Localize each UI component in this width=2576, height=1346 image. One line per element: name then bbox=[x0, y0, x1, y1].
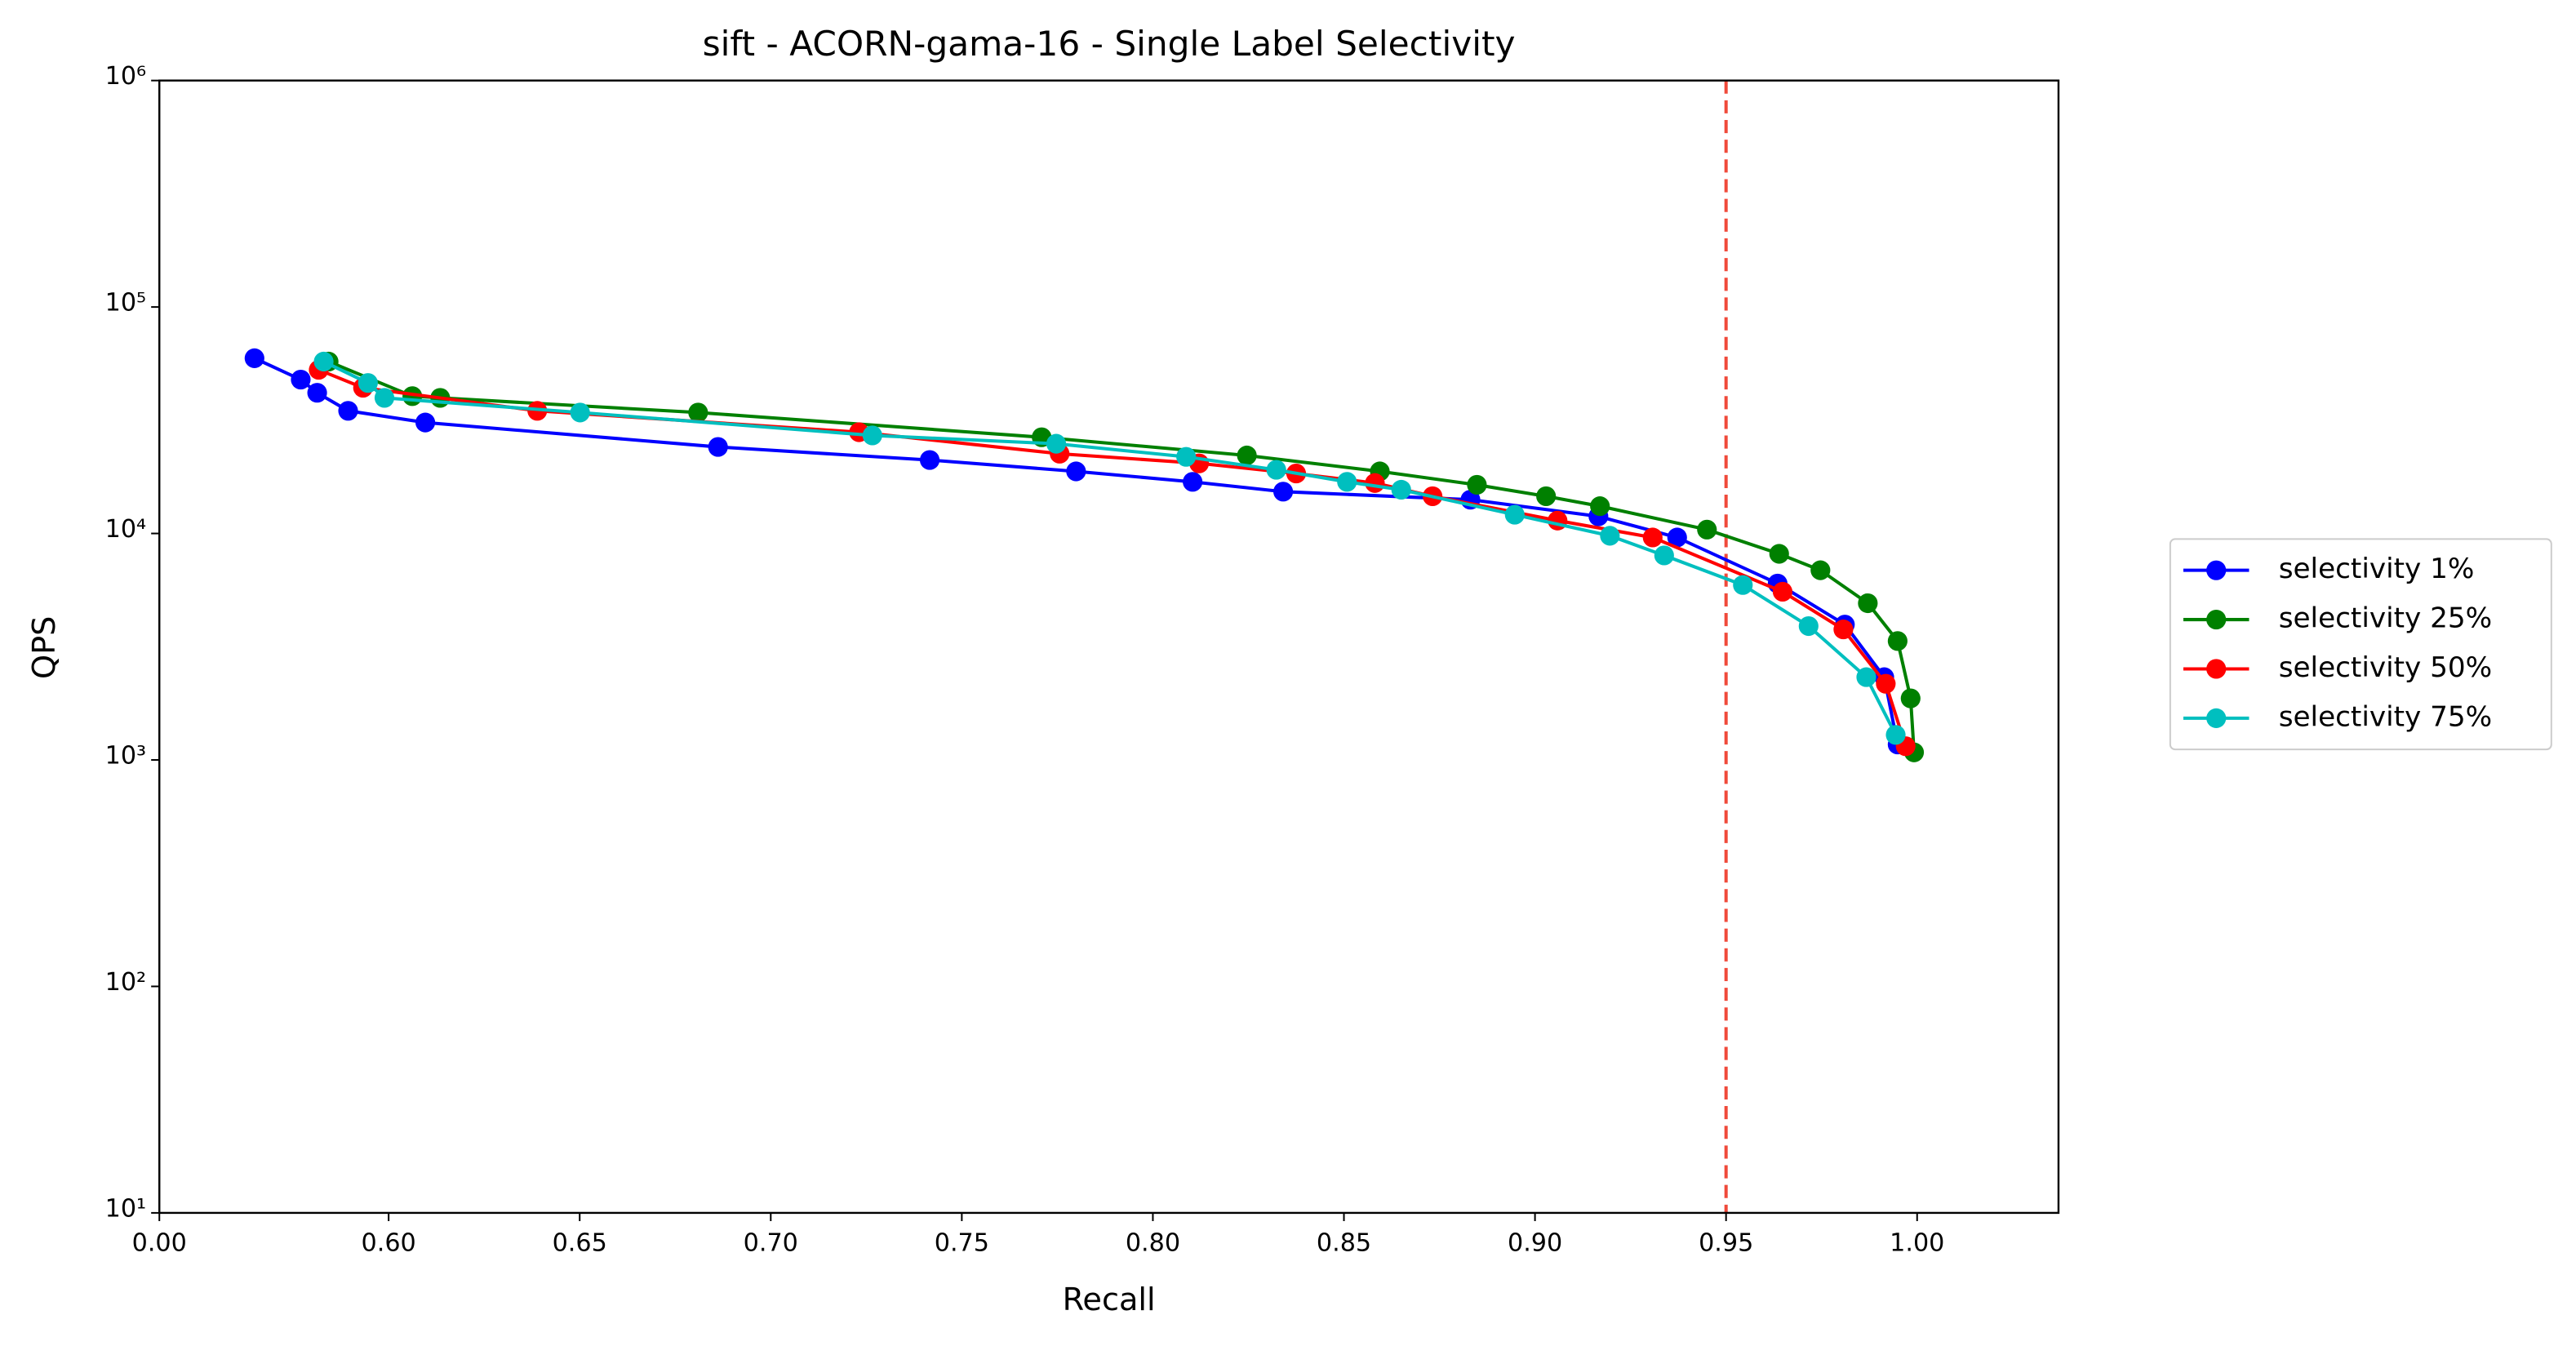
x-tick-label: 1.00 bbox=[1890, 1229, 1944, 1258]
data-point bbox=[1365, 473, 1385, 493]
data-point bbox=[244, 348, 264, 368]
legend-marker bbox=[2206, 560, 2227, 580]
data-point bbox=[1467, 474, 1487, 495]
x-tick-label: 0.60 bbox=[362, 1229, 416, 1258]
x-tick-label: 0.90 bbox=[1508, 1229, 1562, 1258]
x-tick-label: 0.95 bbox=[1699, 1229, 1753, 1258]
y-tick-label: 10⁴ bbox=[105, 515, 147, 544]
x-tick-label: 0.85 bbox=[1317, 1229, 1371, 1258]
data-point bbox=[338, 401, 358, 421]
data-point bbox=[1183, 472, 1203, 492]
x-tick-label: 0.75 bbox=[935, 1229, 989, 1258]
legend-marker bbox=[2206, 659, 2227, 679]
data-point bbox=[1337, 472, 1357, 492]
data-point bbox=[1887, 631, 1908, 651]
data-point bbox=[1798, 615, 1819, 637]
legend-box bbox=[2169, 538, 2552, 751]
data-point bbox=[1391, 479, 1411, 500]
y-tick-label: 10⁶ bbox=[105, 62, 147, 91]
data-point bbox=[1772, 581, 1793, 602]
data-point bbox=[1237, 445, 1257, 466]
data-point bbox=[1642, 527, 1663, 548]
y-tick-label: 10¹ bbox=[105, 1194, 147, 1223]
legend-label: selectivity 1% bbox=[2279, 553, 2475, 585]
plot-frame bbox=[158, 79, 2060, 1215]
y-tick-label: 10² bbox=[105, 968, 147, 997]
data-point bbox=[1548, 510, 1568, 531]
data-point bbox=[1856, 667, 1876, 687]
data-point bbox=[1769, 544, 1789, 564]
data-point bbox=[374, 388, 395, 408]
series-line bbox=[327, 360, 1916, 753]
y-tick-label: 10³ bbox=[105, 741, 147, 770]
data-point bbox=[1810, 560, 1831, 580]
data-point bbox=[1876, 673, 1896, 694]
data-point bbox=[862, 425, 882, 446]
data-point bbox=[1504, 504, 1525, 525]
chart-title: sift - ACORN-gama-16 - Single Label Sele… bbox=[703, 24, 1516, 64]
data-point bbox=[1176, 446, 1197, 467]
data-point bbox=[1600, 526, 1620, 546]
data-point bbox=[1885, 725, 1906, 745]
data-point bbox=[358, 373, 378, 393]
x-tick-label: 0.70 bbox=[744, 1229, 798, 1258]
data-point bbox=[919, 450, 940, 470]
data-point bbox=[1900, 688, 1921, 709]
data-point bbox=[415, 412, 436, 433]
data-point bbox=[307, 383, 327, 403]
data-point bbox=[1858, 593, 1878, 614]
y-axis-label: QPS bbox=[27, 616, 63, 679]
data-point bbox=[1266, 460, 1286, 480]
data-point bbox=[1590, 496, 1610, 517]
y-tick-label: 10⁵ bbox=[105, 289, 147, 318]
data-point bbox=[570, 402, 590, 423]
data-point bbox=[1697, 519, 1717, 540]
legend-label: selectivity 75% bbox=[2279, 700, 2493, 733]
data-point bbox=[291, 369, 311, 390]
data-point bbox=[708, 437, 728, 457]
x-axis-label: Recall bbox=[1063, 1282, 1156, 1318]
data-point bbox=[688, 402, 708, 423]
data-point bbox=[1833, 620, 1854, 640]
legend-marker bbox=[2206, 609, 2227, 630]
data-point bbox=[313, 351, 334, 372]
data-point bbox=[1273, 482, 1294, 502]
data-point bbox=[1046, 433, 1067, 454]
x-tick-label: 0.80 bbox=[1126, 1229, 1180, 1258]
legend-marker bbox=[2206, 708, 2227, 728]
data-point bbox=[1733, 575, 1753, 595]
x-tick-label: 0.65 bbox=[553, 1229, 607, 1258]
legend-label: selectivity 25% bbox=[2279, 602, 2493, 635]
data-point bbox=[1667, 527, 1687, 548]
data-point bbox=[1536, 486, 1557, 507]
data-point bbox=[1654, 545, 1674, 566]
legend-label: selectivity 50% bbox=[2279, 651, 2493, 684]
data-point bbox=[1066, 461, 1086, 482]
x-tick-label: 0.00 bbox=[132, 1229, 187, 1258]
